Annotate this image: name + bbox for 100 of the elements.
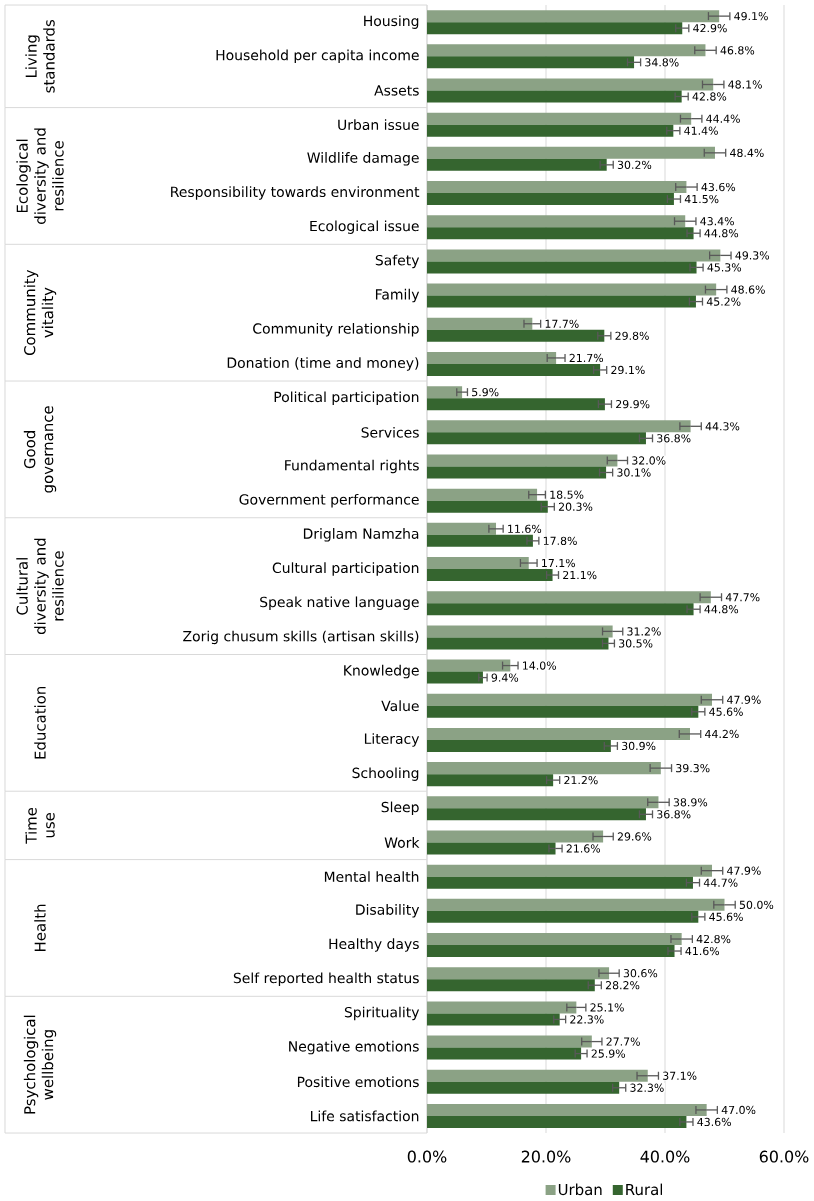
text: Psychological wellbeing xyxy=(23,1015,57,1114)
data-label: 47.0% xyxy=(721,1105,756,1115)
data-label: 11.6% xyxy=(508,524,542,533)
data-label: 44.7% xyxy=(703,878,738,887)
data-label: 44.3% xyxy=(705,422,740,431)
y-tick-label: Donation (time and money) xyxy=(227,357,419,371)
data-label: 42.8% xyxy=(696,934,731,944)
data-label: 41.5% xyxy=(684,194,719,204)
x-tick-label: 60.0% xyxy=(759,1150,809,1163)
y-tick-label: Negative emotions xyxy=(289,1040,419,1055)
y-tick-label: Zorig chusum skills (artisan skills) xyxy=(183,630,419,645)
data-label: 18.5% xyxy=(550,490,584,499)
y-tick-label: Mental health xyxy=(324,871,419,883)
text: Education xyxy=(34,686,46,759)
y-tick-label: Government performance xyxy=(239,493,419,508)
y-tick-label: Family xyxy=(375,288,420,303)
y-tick-label: Literacy xyxy=(364,733,420,747)
data-label: 44.4% xyxy=(706,114,740,123)
y-tick-label: Assets xyxy=(374,85,419,96)
data-label: 36.8% xyxy=(657,810,691,819)
data-label: 39.3% xyxy=(676,763,710,773)
data-label: 32.0% xyxy=(632,456,666,465)
y-tick-label: Knowledge xyxy=(344,664,419,679)
y-tick-label: Value xyxy=(381,700,419,712)
y-tick-label: Disability xyxy=(356,904,420,918)
legend-label: Urban xyxy=(558,1183,602,1196)
y-tick-label: Safety xyxy=(375,254,420,269)
y-tick-label: Positive emotions xyxy=(297,1076,419,1088)
data-label: 49.3% xyxy=(735,251,770,260)
y-tick-label: Household per capita income xyxy=(216,49,419,64)
y-tick-label: Life satisfaction xyxy=(311,1110,419,1122)
data-label: 47.9% xyxy=(727,695,761,704)
data-label: 42.9% xyxy=(693,23,727,33)
text: Cultural diversity and resilience xyxy=(16,538,64,635)
y-tick-label: Schooling xyxy=(352,767,419,781)
y-tick-label: Cultural participation xyxy=(272,562,419,576)
data-label: 50.0% xyxy=(739,900,774,909)
text: Living standards xyxy=(25,19,55,93)
data-label: 17.8% xyxy=(543,536,577,545)
data-label: 29.6% xyxy=(617,832,652,841)
x-tick-label: 20.0% xyxy=(521,1150,571,1163)
data-label: 17.7% xyxy=(545,319,579,328)
data-label: 17.1% xyxy=(542,558,576,568)
data-label: 44.2% xyxy=(705,729,739,739)
text: Good governance xyxy=(23,406,57,493)
data-label: 31.2% xyxy=(627,627,661,636)
data-label: 47.7% xyxy=(725,593,760,602)
data-label: 44.8% xyxy=(704,229,739,238)
data-label: 5.9% xyxy=(472,387,499,397)
data-label: 32.3% xyxy=(630,1083,664,1092)
y-tick-label: Ecological issue xyxy=(310,220,419,234)
data-label: 21.2% xyxy=(564,775,598,785)
data-label: 29.1% xyxy=(611,365,645,375)
data-label: 30.6% xyxy=(623,969,658,978)
data-label: 42.8% xyxy=(692,92,727,101)
y-tick-label: Speak native language xyxy=(260,596,419,610)
data-label: 30.2% xyxy=(617,160,652,169)
data-label: 25.9% xyxy=(591,1049,626,1058)
data-label: 29.8% xyxy=(615,331,649,340)
text: Ecological diversity and resilience xyxy=(16,128,64,224)
data-label: 25.1% xyxy=(590,1003,624,1012)
y-tick-label: Responsibility towards environment xyxy=(171,186,420,200)
text: Time use xyxy=(25,807,55,844)
y-tick-label: Spirituality xyxy=(344,1006,420,1021)
data-label: 30.9% xyxy=(622,741,656,751)
data-label: 43.4% xyxy=(700,217,734,226)
y-tick-label: Urban issue xyxy=(338,119,419,131)
data-label: 36.8% xyxy=(657,434,691,443)
y-tick-label: Wildlife damage xyxy=(307,152,419,166)
y-tick-label: Housing xyxy=(364,15,419,29)
data-label: 20.3% xyxy=(558,502,593,511)
data-label: 48.4% xyxy=(730,148,764,157)
y-tick-label: Work xyxy=(384,837,420,848)
data-label: 48.6% xyxy=(731,285,765,294)
data-label: 43.6% xyxy=(697,1117,731,1127)
data-label: 28.2% xyxy=(605,981,640,990)
legend-label: Rural xyxy=(626,1183,663,1196)
data-label: 41.6% xyxy=(685,946,720,956)
x-tick-label: 0.0% xyxy=(407,1150,447,1163)
data-label: 49.1% xyxy=(734,11,768,21)
data-label: 45.2% xyxy=(706,297,741,306)
data-label: 45.6% xyxy=(709,707,743,716)
text: Community vitality xyxy=(23,269,57,356)
data-label: 21.7% xyxy=(569,353,604,363)
data-label: 22.3% xyxy=(570,1015,604,1024)
data-label: 43.6% xyxy=(701,182,736,192)
y-tick-label: Healthy days xyxy=(329,938,419,952)
y-tick-label: Sleep xyxy=(381,801,419,816)
y-tick-label: Services xyxy=(361,426,419,438)
data-label: 21.6% xyxy=(566,844,601,853)
y-tick-label: Fundamental rights xyxy=(285,459,419,474)
data-label: 41.4% xyxy=(684,126,718,135)
y-tick-label: Political participation xyxy=(274,391,419,405)
y-tick-label: Driglam Namzha xyxy=(303,528,419,542)
data-label: 45.3% xyxy=(707,263,742,272)
data-label: 38.9% xyxy=(673,798,708,807)
data-label: 21.1% xyxy=(563,570,597,580)
data-label: 37.1% xyxy=(663,1071,697,1080)
data-label: 45.6% xyxy=(709,912,743,921)
data-label: 48.1% xyxy=(728,80,762,89)
